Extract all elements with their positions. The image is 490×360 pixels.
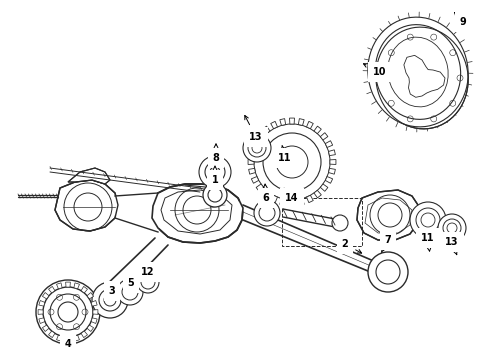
Polygon shape xyxy=(81,331,88,338)
Circle shape xyxy=(199,156,231,188)
Polygon shape xyxy=(280,119,286,126)
Polygon shape xyxy=(66,282,71,287)
Polygon shape xyxy=(320,133,328,140)
Text: 7: 7 xyxy=(381,235,392,252)
Circle shape xyxy=(117,279,143,305)
Ellipse shape xyxy=(368,17,468,127)
Polygon shape xyxy=(290,200,294,206)
Polygon shape xyxy=(91,301,97,306)
Polygon shape xyxy=(56,335,62,341)
Polygon shape xyxy=(68,168,110,184)
Polygon shape xyxy=(39,301,45,306)
Polygon shape xyxy=(55,180,118,231)
Text: 1: 1 xyxy=(212,166,219,185)
Circle shape xyxy=(332,215,348,231)
Polygon shape xyxy=(298,119,304,126)
Polygon shape xyxy=(320,184,328,191)
Polygon shape xyxy=(43,325,49,332)
Polygon shape xyxy=(325,176,333,183)
Polygon shape xyxy=(49,331,55,338)
Text: 11: 11 xyxy=(421,233,435,251)
Circle shape xyxy=(36,280,100,344)
Polygon shape xyxy=(256,133,264,140)
Polygon shape xyxy=(66,337,71,342)
Polygon shape xyxy=(325,141,333,148)
Polygon shape xyxy=(43,293,49,299)
Polygon shape xyxy=(263,190,270,198)
Text: 10: 10 xyxy=(364,64,387,77)
Polygon shape xyxy=(298,198,304,205)
Text: 14: 14 xyxy=(284,188,299,203)
Polygon shape xyxy=(91,318,97,324)
Circle shape xyxy=(410,202,446,238)
Circle shape xyxy=(254,124,330,200)
Polygon shape xyxy=(290,118,294,124)
Polygon shape xyxy=(93,310,98,314)
Text: 5: 5 xyxy=(127,278,135,288)
Circle shape xyxy=(137,271,159,293)
Polygon shape xyxy=(38,310,43,314)
Polygon shape xyxy=(330,159,336,165)
Circle shape xyxy=(438,214,466,242)
Polygon shape xyxy=(87,293,94,299)
Polygon shape xyxy=(307,195,313,203)
Circle shape xyxy=(243,134,271,162)
Ellipse shape xyxy=(376,27,468,129)
Text: 11: 11 xyxy=(278,145,292,163)
Text: 4: 4 xyxy=(65,339,72,349)
Polygon shape xyxy=(314,126,321,134)
Circle shape xyxy=(92,282,128,318)
Polygon shape xyxy=(74,335,79,341)
Circle shape xyxy=(203,183,227,207)
Text: 6: 6 xyxy=(263,184,270,203)
Polygon shape xyxy=(251,176,259,183)
Polygon shape xyxy=(152,184,243,243)
Polygon shape xyxy=(314,190,321,198)
Circle shape xyxy=(254,200,280,226)
Text: 12: 12 xyxy=(141,266,155,277)
Text: 13: 13 xyxy=(245,116,263,142)
Polygon shape xyxy=(263,126,270,134)
Polygon shape xyxy=(328,168,335,174)
Text: 13: 13 xyxy=(445,237,459,255)
Polygon shape xyxy=(328,150,335,156)
Polygon shape xyxy=(248,159,254,165)
Polygon shape xyxy=(81,287,88,293)
Polygon shape xyxy=(251,141,259,148)
Polygon shape xyxy=(56,283,62,289)
Polygon shape xyxy=(270,195,277,203)
Text: 8: 8 xyxy=(213,144,220,163)
Polygon shape xyxy=(280,198,286,205)
Circle shape xyxy=(368,252,408,292)
Polygon shape xyxy=(87,325,94,332)
Polygon shape xyxy=(49,287,55,293)
Polygon shape xyxy=(307,121,313,129)
Polygon shape xyxy=(270,121,277,129)
Text: 9: 9 xyxy=(455,13,466,27)
Polygon shape xyxy=(39,318,45,324)
Polygon shape xyxy=(248,168,255,174)
Polygon shape xyxy=(248,150,255,156)
Polygon shape xyxy=(256,184,264,191)
Text: 3: 3 xyxy=(109,286,116,296)
Text: 2: 2 xyxy=(342,239,362,253)
Polygon shape xyxy=(357,190,420,240)
Polygon shape xyxy=(74,283,79,289)
